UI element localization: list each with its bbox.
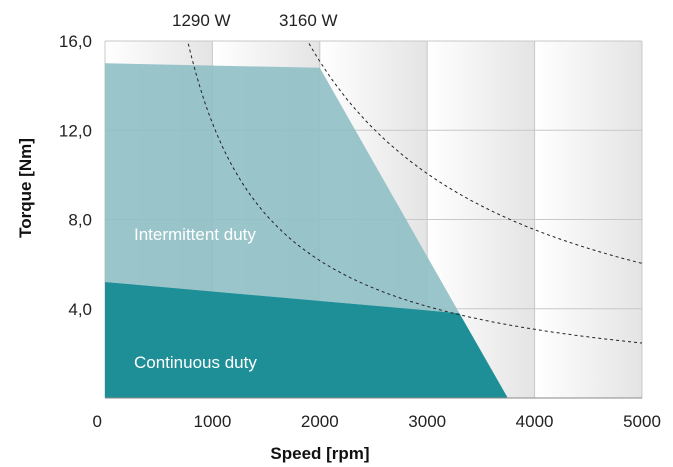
power-curve-label-3160: 3160 W bbox=[279, 11, 338, 30]
power-curves bbox=[187, 41, 642, 344]
y-tick-label: 8,0 bbox=[68, 211, 92, 230]
x-tick-label: 3000 bbox=[408, 412, 446, 431]
power-curve-1290w bbox=[187, 41, 642, 344]
x-tick-label: 2000 bbox=[301, 412, 339, 431]
power-curve-3160w bbox=[307, 41, 642, 264]
y-tick-label: 16,0 bbox=[59, 32, 92, 51]
x-tick-label: 1000 bbox=[193, 412, 231, 431]
y-axis-title: Torque [Nm] bbox=[16, 138, 35, 238]
x-axis-title: Speed [rpm] bbox=[270, 444, 369, 463]
power-curve-label-1290: 1290 W bbox=[172, 11, 231, 30]
y-tick-labels: 4,0 8,0 12,0 16,0 bbox=[59, 32, 92, 319]
continuous-duty-area bbox=[105, 282, 508, 398]
region-label-intermittent: Intermittent duty bbox=[134, 225, 256, 244]
duty-regions bbox=[105, 63, 508, 398]
region-label-continuous: Continuous duty bbox=[134, 353, 257, 372]
x-tick-label: 5000 bbox=[623, 412, 661, 431]
intermittent-duty-area bbox=[105, 63, 460, 314]
x-tick-label: 4000 bbox=[516, 412, 554, 431]
x-tick-labels: 0 1000 2000 3000 4000 5000 bbox=[93, 412, 661, 431]
y-tick-label: 12,0 bbox=[59, 121, 92, 140]
y-tick-label: 4,0 bbox=[68, 300, 92, 319]
x-tick-label: 0 bbox=[93, 412, 102, 431]
